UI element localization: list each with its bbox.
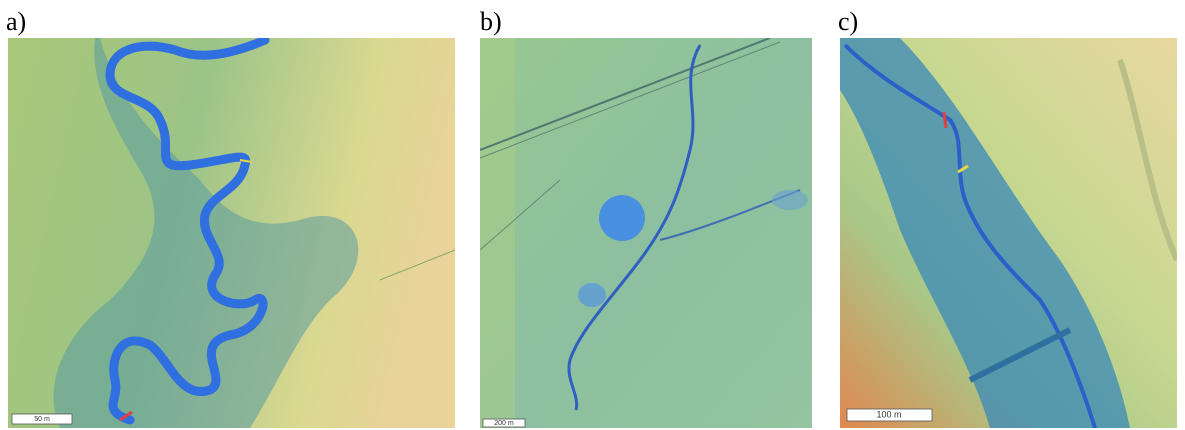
panel-b-image bbox=[480, 38, 812, 428]
scale-bar-label: 100 m bbox=[876, 409, 901, 419]
panel-label: b) bbox=[480, 7, 502, 36]
scale-bar-label: 50 m bbox=[34, 416, 50, 423]
panel-a-image bbox=[8, 38, 455, 428]
scale-bar-label: 200 m bbox=[494, 420, 514, 427]
panel-label: a) bbox=[6, 7, 26, 36]
panel-c-image bbox=[840, 38, 1177, 428]
panel-label: c) bbox=[838, 7, 858, 36]
figure: a) b) c) 50 m 200 m 100 m bbox=[0, 0, 1185, 430]
